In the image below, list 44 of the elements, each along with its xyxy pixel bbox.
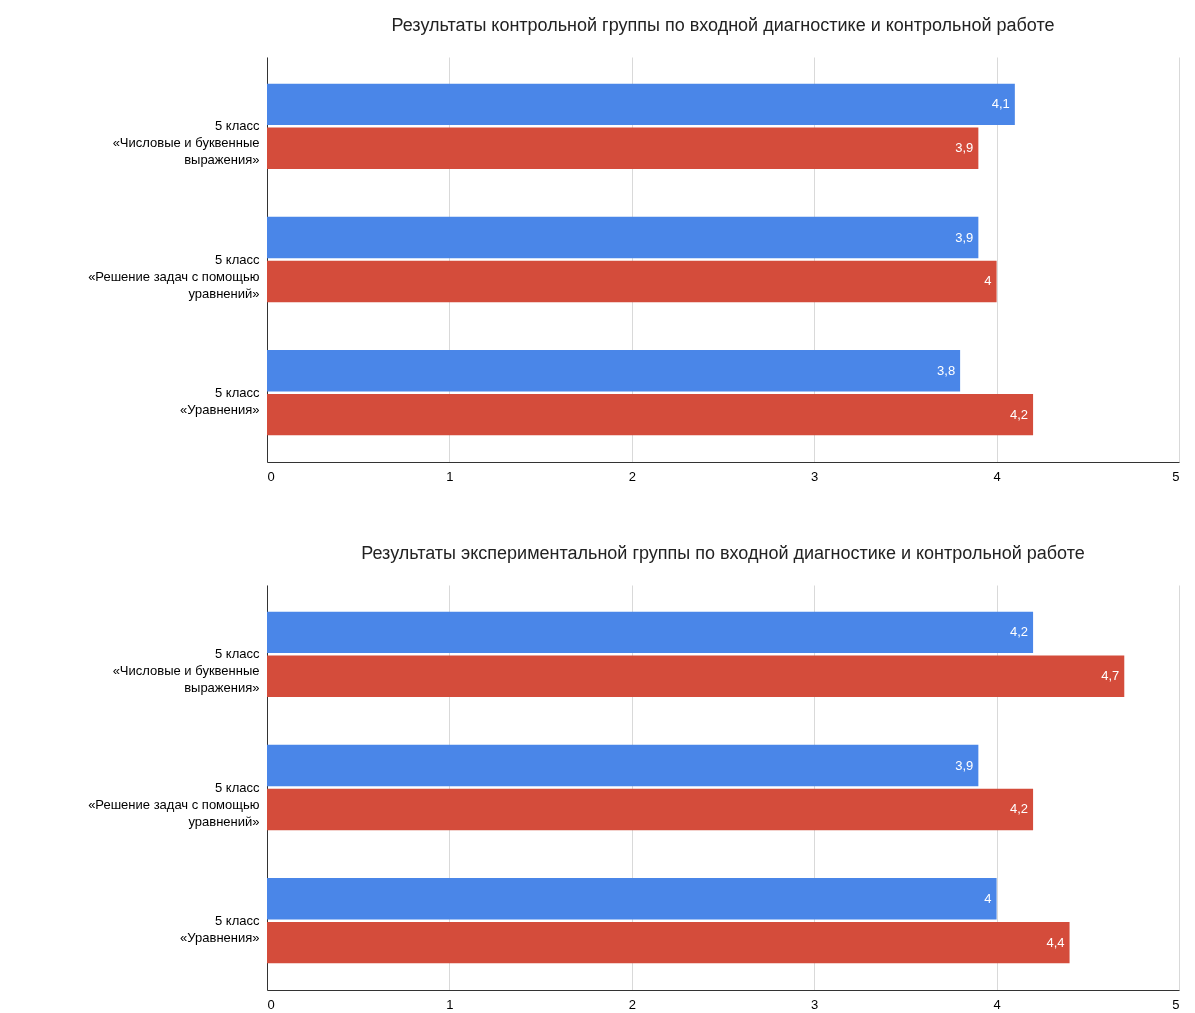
bar	[267, 611, 1034, 653]
x-tick-label: 0	[267, 996, 275, 1012]
data-label: 4,1	[991, 96, 1010, 112]
chart-title: Результаты контрольной группы по входной диагностике и контрольной работе	[391, 15, 1055, 35]
x-tick-label: 1	[446, 996, 454, 1012]
bar	[267, 744, 979, 787]
x-tick-label: 4	[993, 468, 1001, 484]
data-label: 3,9	[955, 140, 974, 156]
bar	[267, 922, 1070, 964]
x-tick-label: 0	[267, 468, 275, 484]
data-label: 3,8	[937, 362, 956, 378]
y-tick-label: 5 класс «Числовые и буквенные выражения»	[112, 646, 260, 696]
x-tick-label: 2	[628, 468, 636, 484]
bar	[267, 394, 1034, 436]
bar	[267, 788, 1034, 831]
data-label: 3,9	[955, 757, 974, 773]
x-tick-label: 5	[1172, 996, 1180, 1012]
data-label: 3,9	[955, 229, 974, 245]
y-tick-label: 5 класс «Решение задач с помощью уравнений»	[88, 779, 260, 829]
data-label: 4,7	[1101, 668, 1120, 684]
data-label: 4	[984, 890, 992, 906]
x-tick-label: 5	[1172, 468, 1180, 484]
data-label: 4,4	[1046, 934, 1065, 950]
x-tick-label: 2	[628, 996, 636, 1012]
x-tick-label: 1	[446, 468, 454, 484]
y-tick-label: 5 класс «Уравнения»	[180, 912, 260, 945]
bar	[267, 350, 961, 392]
data-label: 4,2	[1010, 406, 1029, 422]
y-tick-label: 5 класс «Решение задач с помощью уравнений»	[88, 251, 260, 301]
x-tick-label: 3	[811, 996, 819, 1012]
bar	[267, 260, 997, 303]
x-tick-label: 4	[993, 996, 1001, 1012]
y-tick-label: 5 класс «Числовые и буквенные выражения»	[112, 118, 260, 168]
data-label: 4	[984, 273, 992, 289]
data-label: 4,2	[1010, 624, 1029, 640]
chart-title: Результаты экспериментальной группы по входной диагностике и контрольной работе	[361, 543, 1085, 563]
y-tick-label: 5 класс «Уравнения»	[180, 384, 260, 417]
bar	[267, 216, 979, 259]
bar	[267, 127, 979, 169]
bar	[267, 878, 997, 920]
x-tick-label: 3	[811, 468, 819, 484]
bar	[267, 83, 1015, 125]
bar	[267, 655, 1125, 697]
data-label: 4,2	[1010, 801, 1029, 817]
